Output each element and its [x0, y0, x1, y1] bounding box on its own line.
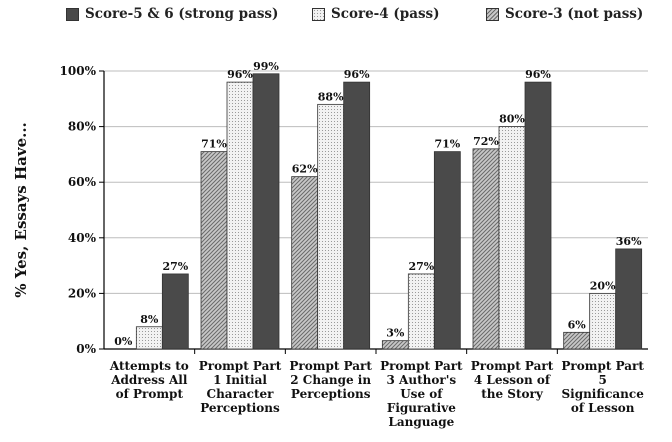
legend-item-not-pass: Score-3 (not pass)	[486, 6, 643, 22]
bar	[343, 81, 371, 350]
bar	[524, 81, 552, 350]
y-tick-label: 20%	[68, 286, 97, 300]
legend-label-not-pass: Score-3 (not pass)	[505, 6, 644, 22]
legend-swatch-not-pass	[486, 7, 499, 21]
data-label: 96%	[525, 68, 551, 81]
y-tick-label: 80%	[68, 120, 97, 134]
data-label: 71%	[201, 138, 227, 151]
data-label: 96%	[227, 68, 253, 81]
data-label: 27%	[162, 260, 188, 273]
data-label: 0%	[114, 335, 133, 348]
data-label: 80%	[499, 113, 525, 126]
x-tick-label: 5	[598, 373, 606, 387]
data-label: 71%	[434, 138, 460, 151]
legend-label-pass: Score-4 (pass)	[331, 6, 440, 22]
legend-item-pass: Score-4 (pass)	[312, 6, 440, 22]
x-tick-label: Attempts to	[109, 359, 189, 373]
bar	[472, 148, 500, 350]
data-label: 88%	[318, 90, 344, 103]
bar	[161, 273, 189, 350]
data-label: 36%	[616, 235, 642, 248]
y-tick-label: 60%	[68, 175, 97, 189]
x-tick-label: Perceptions	[291, 387, 371, 401]
bar	[135, 326, 163, 350]
bar	[433, 151, 461, 350]
legend-label-strong-pass: Score-5 & 6 (strong pass)	[85, 6, 279, 22]
y-tick-label: 100%	[60, 64, 97, 78]
x-tick-label: 1 Initial	[213, 373, 267, 387]
bar	[252, 73, 280, 350]
x-tick-label: Prompt Part	[199, 359, 282, 373]
y-tick-label: 40%	[68, 231, 97, 245]
x-tick-label: Prompt Part	[289, 359, 372, 373]
legend-swatch-strong-pass	[66, 7, 79, 21]
data-label: 8%	[140, 313, 159, 326]
x-tick-label: 2 Change in	[290, 373, 371, 387]
x-tick-label: 3 Author's	[387, 373, 457, 387]
x-tick-label: Use of	[400, 387, 443, 401]
x-tick-label: Prompt Part	[561, 359, 644, 373]
x-tick-label: Language	[388, 415, 454, 429]
legend-item-strong-pass: Score-5 & 6 (strong pass)	[66, 6, 278, 22]
bar	[317, 103, 345, 350]
data-label: 99%	[253, 60, 279, 73]
data-label: 20%	[590, 279, 616, 292]
data-label: 96%	[344, 68, 370, 81]
x-tick-label: Figurative	[387, 401, 456, 415]
x-tick-label: of Prompt	[116, 387, 184, 401]
bar	[381, 340, 409, 350]
chart-legend: Score-5 & 6 (strong pass) Score-4 (pass)…	[0, 6, 672, 30]
x-tick-label: 4 Lesson of	[474, 373, 551, 387]
bar	[589, 292, 617, 350]
x-tick-label: Significance	[561, 387, 644, 401]
x-tick-label: the Story	[481, 387, 544, 401]
bar	[563, 331, 591, 350]
bar	[498, 126, 526, 350]
bar	[200, 151, 228, 350]
data-label: 6%	[568, 318, 587, 331]
y-tick-label: 0%	[76, 342, 96, 356]
bar	[226, 81, 254, 350]
legend-swatch-pass	[312, 7, 325, 21]
data-label: 27%	[408, 260, 434, 273]
bar	[291, 176, 319, 350]
bar	[615, 248, 643, 350]
x-tick-label: Address All	[110, 373, 188, 387]
x-tick-label: Character	[207, 387, 275, 401]
x-tick-label: Prompt Part	[471, 359, 554, 373]
data-label: 72%	[473, 135, 499, 148]
data-label: 62%	[292, 163, 318, 176]
bar	[407, 273, 435, 350]
y-axis-label: % Yes, Essays Have...	[12, 122, 30, 298]
x-tick-label: Perceptions	[200, 401, 280, 415]
x-tick-label: of Lesson	[571, 401, 635, 415]
x-tick-label: Prompt Part	[380, 359, 463, 373]
data-label: 3%	[386, 327, 405, 340]
